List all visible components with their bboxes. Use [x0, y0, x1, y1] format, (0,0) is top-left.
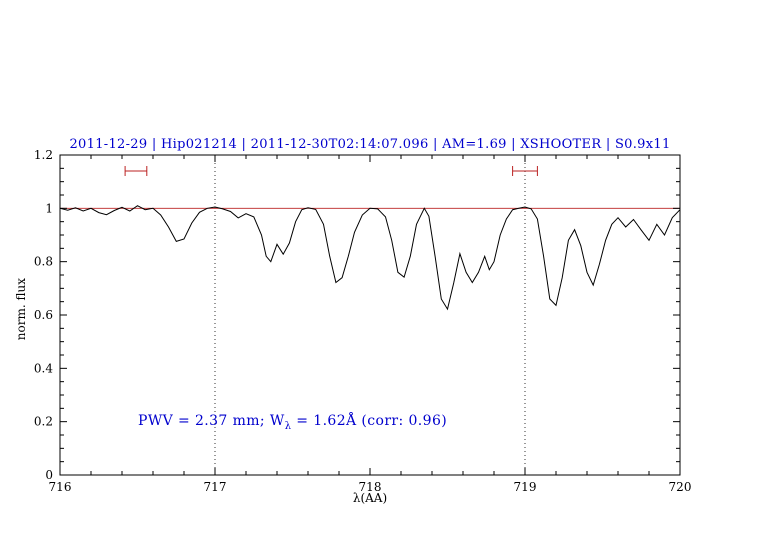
plot-title: 2011-12-29 | Hip021214 | 2011-12-30T02:1… — [69, 137, 671, 152]
y-axis-label: norm. flux — [14, 278, 28, 341]
x-axis-label: λ(AA) — [352, 491, 388, 505]
x-tick-label: 716 — [49, 480, 72, 494]
annotation-text-pre: PWV = 2.37 mm; W — [138, 413, 285, 429]
x-tick-label: 720 — [669, 480, 692, 494]
x-tick-label: 717 — [204, 480, 227, 494]
y-tick-label: 0 — [45, 468, 53, 482]
y-tick-label: 0.4 — [34, 361, 53, 375]
y-tick-label: 0.8 — [34, 255, 53, 269]
x-tick-label: 719 — [514, 480, 537, 494]
y-tick-label: 1.2 — [34, 148, 53, 162]
spectrum-line — [59, 205, 681, 311]
y-tick-label: 0.2 — [34, 415, 53, 429]
y-tick-label: 1 — [45, 201, 53, 215]
pwv-annotation: PWV = 2.37 mm; Wλ = 1.62Å (corr: 0.96) — [138, 413, 447, 432]
annotation-lambda-subscript: λ — [284, 420, 292, 432]
x-tick-label: 718 — [359, 480, 382, 494]
annotation-text-post: = 1.62Å (corr: 0.96) — [291, 413, 448, 429]
y-tick-label: 0.6 — [34, 308, 53, 322]
